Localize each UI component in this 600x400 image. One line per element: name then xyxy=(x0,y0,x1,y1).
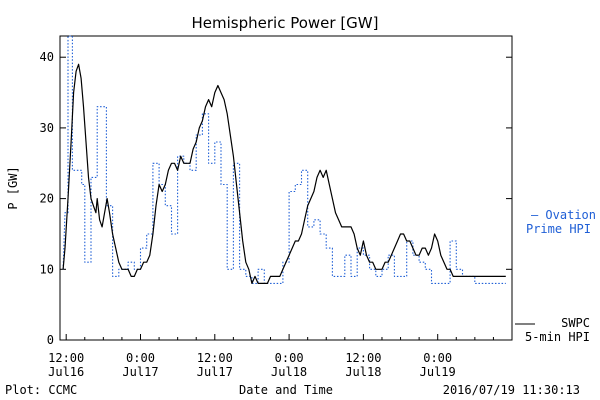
chart-title: Hemispheric Power [GW] xyxy=(192,14,379,32)
x-tick-date-label: Jul18 xyxy=(271,365,307,379)
y-tick-label: 20 xyxy=(40,192,54,206)
legend-swpc-line2: 5-min HPI xyxy=(525,330,590,344)
plot-timestamp: 2016/07/19 11:30:13 xyxy=(443,383,580,397)
legend-ovation-line1: — Ovation xyxy=(531,208,596,222)
x-tick-time-label: 0:00 xyxy=(126,351,155,365)
series-swpc-line xyxy=(62,63,506,284)
legend-swpc-line1: SWPC xyxy=(561,316,590,330)
y-tick-label: 40 xyxy=(40,50,54,64)
x-tick-time-label: 0:00 xyxy=(275,351,304,365)
y-tick-label: 10 xyxy=(40,262,54,276)
x-tick-date-label: Jul19 xyxy=(420,365,456,379)
x-tick-date-label: Jul16 xyxy=(48,365,84,379)
legend-ovation-line2: Prime HPI xyxy=(526,222,591,236)
y-tick-label: 30 xyxy=(40,121,54,135)
x-tick-time-label: 12:00 xyxy=(48,351,84,365)
y-axis-ticks: 0 10 20 30 40 xyxy=(40,50,512,347)
x-tick-time-label: 12:00 xyxy=(197,351,233,365)
y-tick-label: 0 xyxy=(47,333,54,347)
x-axis-label: Date and Time xyxy=(239,383,333,397)
x-tick-time-label: 12:00 xyxy=(345,351,381,365)
y-axis-label: P [GW] xyxy=(6,166,20,209)
plot-credit: Plot: CCMC xyxy=(5,383,77,397)
x-axis-ticks: 12:00Jul160:00Jul1712:00Jul170:00Jul1812… xyxy=(48,334,494,379)
plot-area-frame xyxy=(59,35,513,341)
x-tick-time-label: 0:00 xyxy=(423,351,452,365)
x-tick-date-label: Jul18 xyxy=(345,365,381,379)
x-tick-date-label: Jul17 xyxy=(122,365,158,379)
x-tick-date-label: Jul17 xyxy=(197,365,233,379)
series-layer xyxy=(62,35,506,284)
